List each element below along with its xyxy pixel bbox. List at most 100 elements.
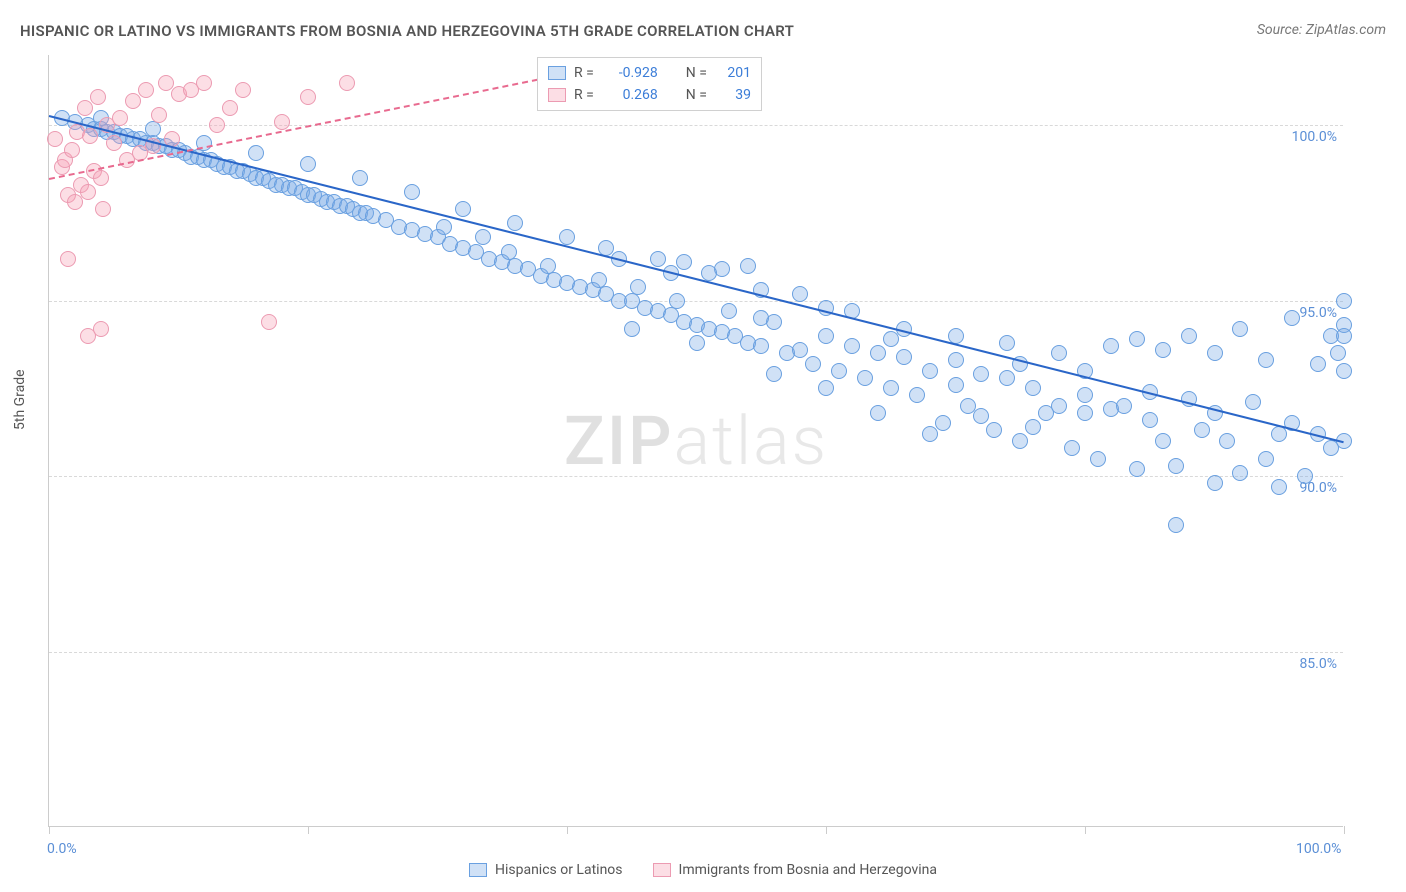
data-point — [1271, 479, 1287, 495]
data-point — [1155, 433, 1171, 449]
legend-swatch — [548, 66, 566, 80]
data-point — [818, 380, 834, 396]
data-point — [90, 89, 106, 105]
data-point — [1258, 352, 1274, 368]
data-point — [896, 349, 912, 365]
data-point — [1051, 398, 1067, 414]
legend-n-label: N = — [686, 87, 707, 103]
data-point — [870, 405, 886, 421]
data-point — [1258, 451, 1274, 467]
data-point — [261, 314, 277, 330]
legend-swatch — [653, 863, 671, 877]
data-point — [404, 184, 420, 200]
data-point — [844, 338, 860, 354]
data-point — [766, 366, 782, 382]
data-point — [721, 303, 737, 319]
data-point — [82, 128, 98, 144]
data-point — [1284, 310, 1300, 326]
data-point — [1025, 380, 1041, 396]
data-point — [1207, 475, 1223, 491]
gridline — [49, 301, 1343, 302]
legend-series-name: Hispanics or Latinos — [495, 862, 623, 878]
watermark-part1: ZIP — [564, 401, 674, 481]
data-point — [1168, 517, 1184, 533]
data-point — [151, 107, 167, 123]
data-point — [909, 387, 925, 403]
chart-title: HISPANIC OR LATINO VS IMMIGRANTS FROM BO… — [20, 22, 794, 40]
bottom-legend: Hispanics or Latinos Immigrants from Bosn… — [0, 862, 1406, 878]
trendline — [49, 115, 1344, 443]
watermark-part2: atlas — [674, 401, 829, 481]
data-point — [948, 377, 964, 393]
data-point — [455, 201, 471, 217]
data-point — [112, 110, 128, 126]
stats-legend-row: R =0.268N =39 — [548, 84, 751, 106]
x-tick — [49, 826, 50, 834]
gridline — [49, 476, 1343, 477]
data-point — [93, 321, 109, 337]
data-point — [630, 279, 646, 295]
data-point — [1336, 363, 1352, 379]
data-point — [986, 422, 1002, 438]
data-point — [883, 331, 899, 347]
data-point — [475, 229, 491, 245]
y-tick-label: 100.0% — [1292, 129, 1337, 145]
data-point — [1330, 345, 1346, 361]
data-point — [1090, 451, 1106, 467]
data-point — [792, 342, 808, 358]
data-point — [95, 201, 111, 217]
data-point — [235, 82, 251, 98]
data-point — [352, 170, 368, 186]
x-tick — [826, 826, 827, 834]
data-point — [67, 194, 83, 210]
data-point — [138, 82, 154, 98]
x-tick-label: 0.0% — [47, 841, 77, 857]
data-point — [1064, 440, 1080, 456]
data-point — [753, 310, 769, 326]
x-tick — [308, 826, 309, 834]
data-point — [559, 229, 575, 245]
data-point — [436, 219, 452, 235]
data-point — [1155, 342, 1171, 358]
data-point — [624, 321, 640, 337]
legend-swatch — [469, 863, 487, 877]
data-point — [1181, 328, 1197, 344]
data-point — [60, 251, 76, 267]
data-point — [248, 145, 264, 161]
data-point — [125, 93, 141, 109]
legend-n-label: N = — [686, 65, 707, 81]
data-point — [870, 345, 886, 361]
data-point — [1219, 433, 1235, 449]
data-point — [1103, 338, 1119, 354]
data-point — [650, 251, 666, 267]
data-point — [47, 131, 63, 147]
data-point — [805, 356, 821, 372]
data-point — [77, 100, 93, 116]
data-point — [999, 335, 1015, 351]
data-point — [222, 100, 238, 116]
x-tick-label: 100.0% — [1296, 841, 1341, 857]
bottom-legend-item: Hispanics or Latinos — [469, 862, 623, 878]
x-tick — [1344, 826, 1345, 834]
bottom-legend-item: Immigrants from Bosnia and Herzegovina — [653, 862, 938, 878]
data-point — [689, 335, 705, 351]
data-point — [1142, 412, 1158, 428]
legend-swatch — [548, 88, 566, 102]
data-point — [669, 293, 685, 309]
data-point — [93, 170, 109, 186]
data-point — [857, 370, 873, 386]
stats-legend: R =-0.928N =201R =0.268N =39 — [537, 57, 762, 111]
data-point — [1232, 465, 1248, 481]
data-point — [1245, 394, 1261, 410]
data-point — [1012, 433, 1028, 449]
legend-n-value: 39 — [715, 87, 751, 103]
data-point — [831, 363, 847, 379]
data-point — [64, 142, 80, 158]
data-point — [1168, 458, 1184, 474]
data-point — [209, 117, 225, 133]
data-point — [883, 380, 899, 396]
data-point — [1077, 405, 1093, 421]
data-point — [922, 426, 938, 442]
legend-n-value: 201 — [715, 65, 751, 81]
legend-series-name: Immigrants from Bosnia and Herzegovina — [679, 862, 938, 878]
